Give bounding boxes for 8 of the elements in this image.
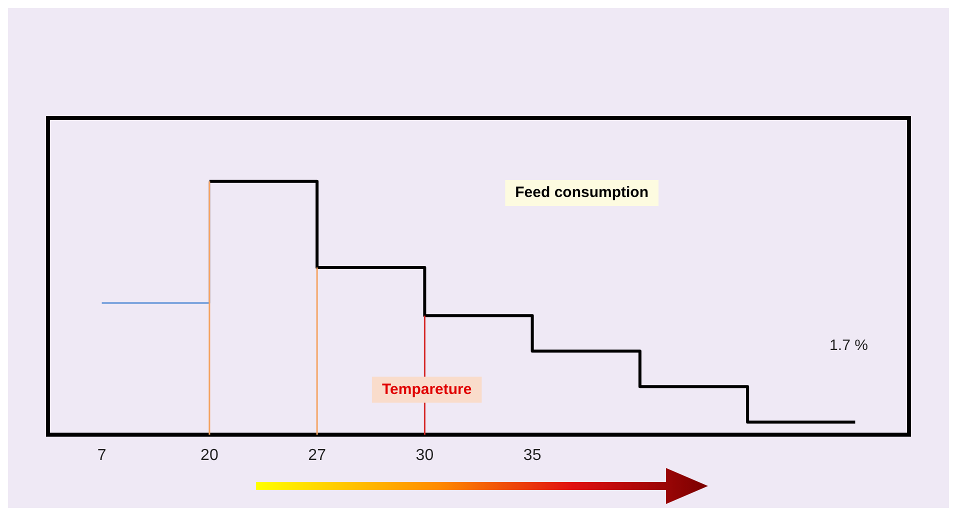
x-tick-label: 35 <box>523 446 542 464</box>
annotation: 1.7 % <box>830 337 868 354</box>
annotation: Feed consumption <box>515 184 648 202</box>
annotation: Tempareture <box>382 380 472 398</box>
x-tick-label: 20 <box>200 446 218 464</box>
x-tick-label: 7 <box>97 446 106 464</box>
x-tick-label: 30 <box>416 446 434 464</box>
x-tick-label: 27 <box>308 446 326 464</box>
